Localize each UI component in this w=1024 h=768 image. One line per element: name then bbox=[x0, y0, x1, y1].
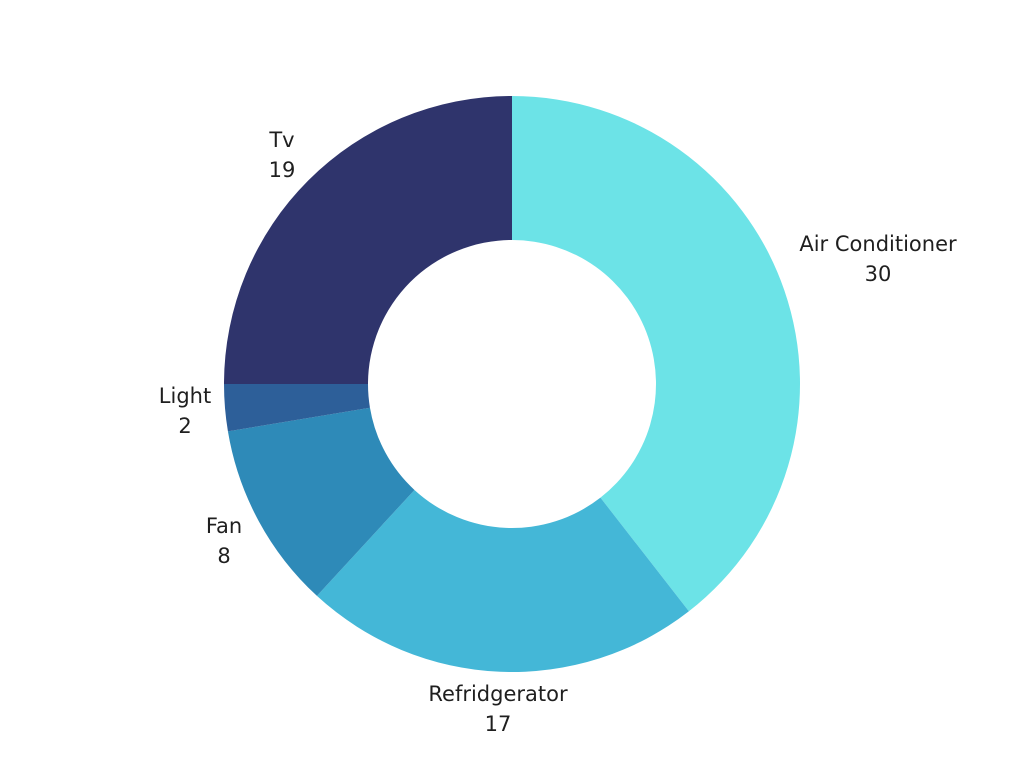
label-air-conditioner-name: Air Conditioner bbox=[799, 232, 957, 256]
label-refridgerator-name: Refridgerator bbox=[428, 682, 568, 706]
label-air-conditioner-value: 30 bbox=[865, 262, 892, 286]
label-fan-name: Fan bbox=[206, 514, 242, 538]
slice-air-conditioner bbox=[512, 96, 800, 612]
label-tv-name: Tv bbox=[268, 128, 294, 152]
label-refridgerator-value: 17 bbox=[485, 712, 512, 736]
label-tv-value: 19 bbox=[269, 158, 296, 182]
label-light-name: Light bbox=[159, 384, 211, 408]
slice-light bbox=[224, 384, 370, 432]
label-light-value: 2 bbox=[178, 414, 191, 438]
slice-tv bbox=[224, 96, 512, 384]
slice-refridgerator bbox=[316, 489, 689, 672]
label-fan-value: 8 bbox=[217, 544, 230, 568]
donut-labels: Air Conditioner 30 Refridgerator 17 Fan 8 Ligh… bbox=[159, 128, 957, 736]
donut-slices bbox=[224, 96, 800, 672]
slice-fan bbox=[227, 407, 415, 596]
